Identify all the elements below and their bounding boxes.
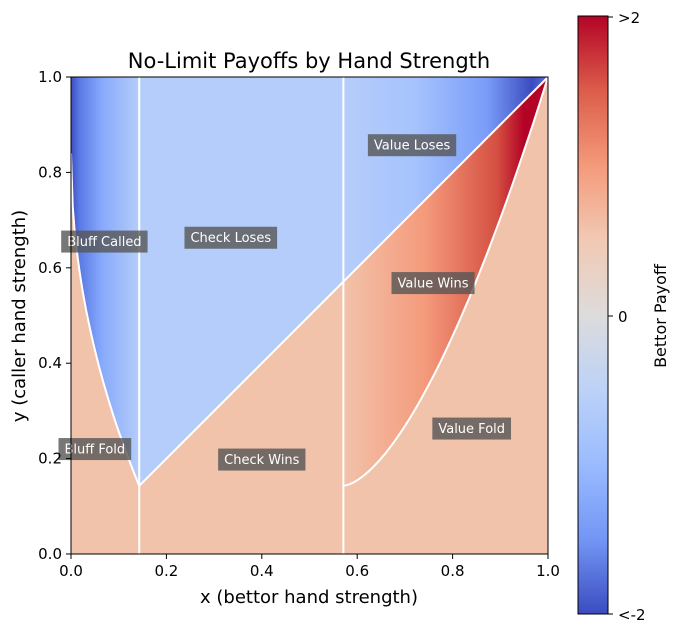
colorbar-tick-label: >2 (618, 9, 640, 27)
region-label-text: Check Loses (190, 231, 271, 246)
region-label-box (184, 226, 278, 249)
region-label: Value Loses (367, 134, 457, 157)
x-tick-label: 0.6 (345, 562, 369, 580)
region-label-box (432, 417, 512, 440)
plot-frame (70, 76, 549, 555)
region-label: Value Fold (432, 417, 512, 440)
y-axis-title: y (caller hand strength) (9, 210, 30, 422)
call-boundary-line (138, 76, 549, 487)
region-check-loses (139, 77, 344, 486)
y-tick-label: 0.8 (38, 163, 62, 181)
region-label-text: Check Wins (224, 453, 300, 468)
chart-title: No-Limit Payoffs by Hand Strength (128, 49, 490, 73)
region-labels: Bluff Called Bluff Fold Check Loses Check W… (58, 134, 512, 471)
x-tick-label: 0.8 (441, 562, 465, 580)
x-tick-label: 1.0 (536, 562, 560, 580)
region-label-box (58, 438, 132, 461)
colorbar: >2 0 <-2 Bettor Payoff (577, 9, 670, 624)
region-label: Check Wins (218, 448, 306, 471)
axes: 0.00.0 0.2 0.2 0.4 0.4 0.6 0.6 0.8 0.8 1.0 1.0 (38, 68, 560, 580)
plot-area (70, 76, 549, 554)
region-label-text: Bluff Fold (64, 443, 125, 458)
region-label: Bluff Fold (58, 438, 132, 461)
y-tick-label: 0.2 (38, 450, 62, 468)
colorbar-tick-label: <-2 (618, 606, 646, 624)
region-label-box (367, 134, 457, 157)
region-label-text: Value Loses (374, 139, 451, 154)
region-bluff-called (71, 77, 140, 486)
x-axis-title: x (bettor hand strength) (200, 587, 418, 608)
y-tick-label: 1.0 (38, 68, 62, 86)
x-tick-label: 0.2 (154, 562, 178, 580)
region-label-text: Value Wins (398, 277, 469, 292)
region-label-text: Value Fold (438, 422, 505, 437)
colorbar-tick-label: 0 (618, 308, 628, 326)
region-label: Bluff Called (61, 230, 148, 253)
x-tick-label: 0.4 (250, 562, 274, 580)
colorbar-gradient (577, 15, 609, 615)
region-label: Check Loses (184, 226, 278, 249)
colorbar-label: Bettor Payoff (651, 263, 670, 368)
x-tick-label: 0.0 (59, 562, 83, 580)
y-tick-label: 0.0 (38, 545, 62, 563)
y-tick-label: 0.4 (38, 354, 62, 372)
region-label: Value Wins (391, 272, 475, 295)
y-tick-label: 0.6 (38, 259, 62, 277)
region-label-box (61, 230, 148, 253)
region-label-box (391, 272, 475, 295)
region-label-box (218, 448, 306, 471)
region-label-text: Bluff Called (67, 235, 141, 250)
value-call-curve (343, 76, 549, 487)
